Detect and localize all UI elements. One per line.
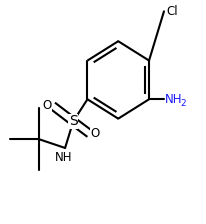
Text: S: S (69, 114, 78, 128)
Text: Cl: Cl (166, 5, 178, 18)
Text: 2: 2 (180, 99, 186, 108)
Text: NH: NH (165, 93, 183, 106)
Text: O: O (43, 99, 52, 112)
Text: O: O (91, 127, 100, 140)
Text: NH: NH (55, 151, 73, 164)
